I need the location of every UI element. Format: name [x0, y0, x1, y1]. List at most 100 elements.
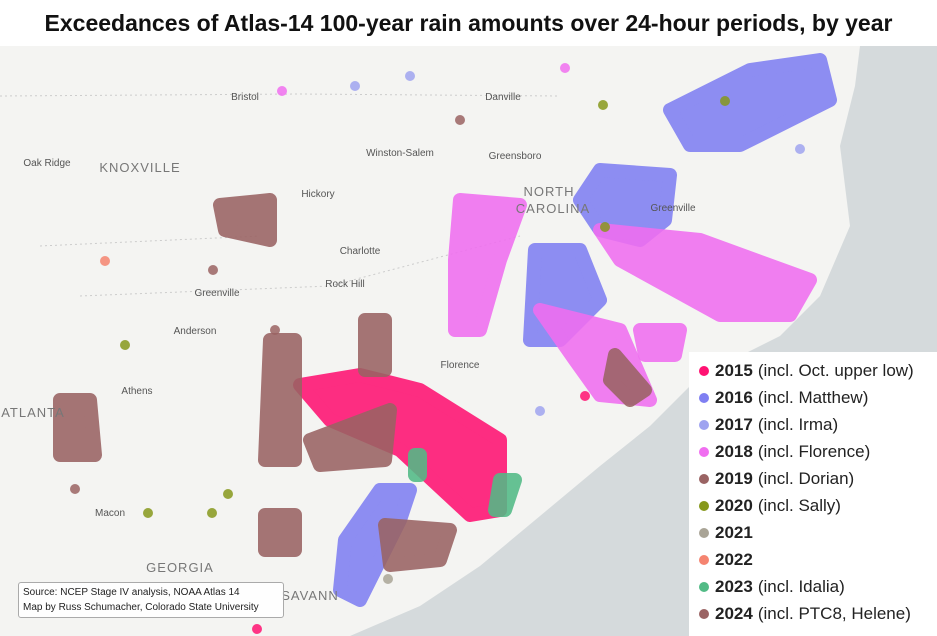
exceedance-point — [383, 574, 393, 584]
legend-year: 2015 — [715, 361, 753, 380]
exceedance-area — [448, 193, 527, 337]
legend-swatch — [699, 474, 709, 484]
exceedance-area — [258, 333, 302, 467]
legend-note: (incl. Matthew) — [757, 388, 869, 407]
legend-swatch — [699, 528, 709, 538]
legend-note: (incl. PTC8, Helene) — [757, 604, 911, 623]
place-label: NORTH — [524, 184, 575, 199]
place-label: Macon — [95, 508, 125, 519]
exceedance-area — [663, 53, 837, 152]
exceedance-point — [560, 63, 570, 73]
exceedance-point — [70, 484, 80, 494]
place-label: Greenville — [650, 203, 695, 214]
exceedance-area — [333, 483, 417, 607]
legend-note: (incl. Irma) — [757, 415, 839, 434]
place-label: ATLANTA — [1, 405, 65, 420]
exceedance-point — [223, 489, 233, 499]
exceedance-point — [720, 96, 730, 106]
exceedance-point — [207, 508, 217, 518]
place-label: Anderson — [174, 326, 217, 337]
place-label: Greensboro — [489, 151, 542, 162]
legend-year: 2022 — [715, 550, 753, 569]
legend-year: 2018 — [715, 442, 753, 461]
source-line: Source: NCEP Stage IV analysis, NOAA Atl… — [23, 587, 240, 598]
exceedance-point — [277, 86, 287, 96]
legend-year: 2017 — [715, 415, 753, 434]
legend-year: 2019 — [715, 469, 753, 488]
source-box: Source: NCEP Stage IV analysis, NOAA Atl… — [18, 582, 284, 618]
exceedance-point — [600, 222, 610, 232]
legend-swatch — [699, 366, 709, 376]
legend-note: (incl. Sally) — [757, 496, 841, 515]
legend-year: 2023 — [715, 577, 753, 596]
place-label: GEORGIA — [146, 560, 214, 575]
legend: 2015 (incl. Oct. upper low) 2016 (incl. Mat… — [689, 352, 937, 636]
legend-year: 2021 — [715, 523, 753, 542]
place-label: Oak Ridge — [23, 158, 71, 169]
place-labels: Bristol Danville Oak Ridge KNOXVILLE Winston… — [1, 92, 696, 603]
exceedance-area — [258, 508, 302, 557]
title: Exceedances of Atlas-14 100-year rain am… — [44, 10, 893, 36]
exceedance-area — [408, 448, 427, 482]
legend-item: 2019 (incl. Dorian) — [699, 469, 854, 489]
exceedance-point — [580, 391, 590, 401]
legend-note: (incl. Oct. upper low) — [757, 361, 914, 380]
place-label: Charlotte — [340, 246, 381, 257]
legend-note: (incl. Florence) — [757, 442, 871, 461]
place-label: Florence — [441, 360, 480, 371]
legend-swatch — [699, 501, 709, 511]
exceedance-area — [213, 193, 277, 247]
place-label: SAVANN — [281, 588, 339, 603]
exceedance-point — [535, 406, 545, 416]
place-label: Athens — [121, 386, 152, 397]
legend-year: 2016 — [715, 388, 753, 407]
place-label: KNOXVILLE — [99, 160, 180, 175]
exceedance-area — [633, 323, 687, 362]
exceedance-area — [358, 313, 392, 377]
exceedances — [53, 53, 837, 634]
legend-swatch — [699, 420, 709, 430]
exceedance-area — [378, 518, 457, 572]
legend-item: 2024 (incl. PTC8, Helene) — [699, 604, 911, 624]
legend-swatch — [699, 555, 709, 565]
exceedance-area — [593, 223, 817, 322]
source-line: Map by Russ Schumacher, Colorado State U… — [23, 602, 259, 613]
legend-swatch — [699, 609, 709, 619]
exceedance-point — [143, 508, 153, 518]
exceedance-point — [252, 624, 262, 634]
exceedance-point — [598, 100, 608, 110]
exceedance-point — [350, 81, 360, 91]
exceedance-point — [270, 325, 280, 335]
legend-swatch — [699, 447, 709, 457]
legend-item: 2015 (incl. Oct. upper low) — [699, 361, 914, 381]
legend-year: 2024 — [715, 604, 753, 623]
exceedance-area — [488, 473, 522, 517]
place-label: Greenville — [194, 288, 239, 299]
legend-item: 2022 — [699, 550, 753, 570]
exceedance-point — [455, 115, 465, 125]
legend-item: 2020 (incl. Sally) — [699, 496, 841, 516]
exceedance-point — [405, 71, 415, 81]
legend-item: 2016 (incl. Matthew) — [699, 388, 868, 408]
exceedance-area — [303, 403, 397, 472]
legend-item: 2017 (incl. Irma) — [699, 415, 838, 435]
legend-swatch — [699, 393, 709, 403]
legend-item: 2023 (incl. Idalia) — [699, 577, 845, 597]
legend-item: 2018 (incl. Florence) — [699, 442, 870, 462]
exceedance-area — [603, 348, 652, 407]
place-label: Winston-Salem — [366, 148, 434, 159]
legend-year: 2020 — [715, 496, 753, 515]
exceedance-point — [120, 340, 130, 350]
place-label: CAROLINA — [516, 201, 590, 216]
place-label: Danville — [485, 92, 521, 103]
legend-swatch — [699, 582, 709, 592]
exceedance-area — [53, 393, 102, 462]
legend-note: (incl. Idalia) — [757, 577, 845, 596]
place-label: Bristol — [231, 92, 259, 103]
place-label: Hickory — [301, 189, 334, 200]
exceedance-point — [795, 144, 805, 154]
place-label: Rock Hill — [325, 279, 364, 290]
exceedance-point — [100, 256, 110, 266]
legend-note: (incl. Dorian) — [757, 469, 855, 488]
